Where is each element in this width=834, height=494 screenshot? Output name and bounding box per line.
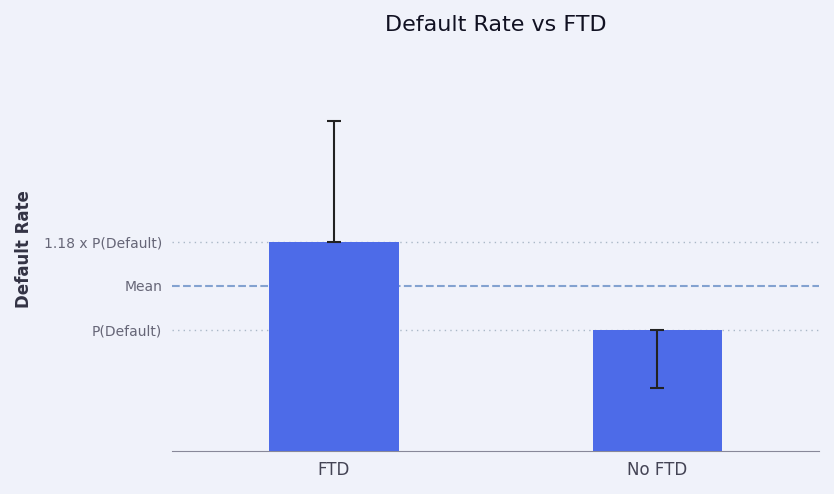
Bar — [593, 329, 722, 494]
Y-axis label: Default Rate: Default Rate — [15, 191, 33, 308]
Title: Default Rate vs FTD: Default Rate vs FTD — [384, 15, 606, 35]
Bar — [269, 242, 399, 494]
